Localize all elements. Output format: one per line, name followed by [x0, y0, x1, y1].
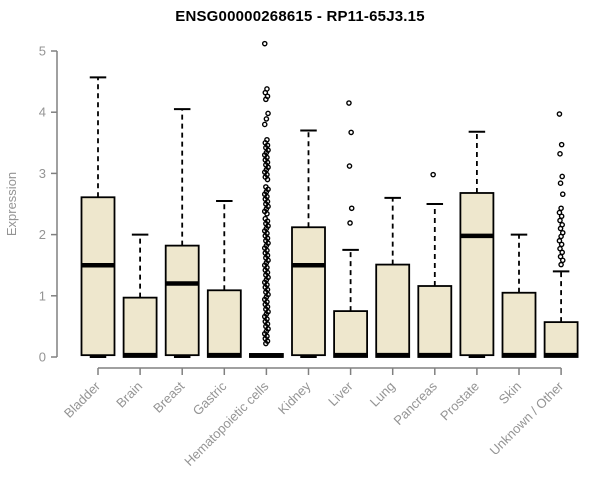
y-axis-tick-label: 2	[39, 227, 46, 242]
x-axis-category-label: Brain	[113, 379, 145, 411]
x-axis-category-label: Kidney	[275, 378, 314, 417]
outlier-point	[558, 233, 564, 240]
box-iqr	[459, 192, 495, 357]
outlier-point	[559, 173, 566, 180]
y-axis-tick-label: 3	[39, 166, 46, 181]
outlier-point	[348, 205, 355, 212]
outlier-point	[264, 176, 271, 183]
y-axis-tick-label: 0	[39, 350, 46, 365]
outlier-point	[556, 111, 563, 117]
outlier-point	[346, 100, 352, 106]
outlier-point	[347, 220, 353, 226]
x-axis-category-label: Pancreas	[390, 378, 440, 428]
box-iqr	[206, 289, 242, 358]
outlier-point	[559, 191, 566, 198]
outlier-point	[346, 163, 353, 169]
x-axis-category-label: Bladder	[61, 378, 104, 421]
box-iqr	[501, 291, 537, 358]
outlier-point	[559, 257, 566, 264]
x-axis-category-label: Skin	[496, 379, 524, 407]
x-axis-category-label: Prostate	[437, 379, 482, 424]
box-iqr	[164, 244, 200, 357]
outlier-point	[430, 171, 436, 178]
y-axis-tick-label: 1	[39, 288, 46, 303]
outlier-point	[559, 249, 566, 256]
x-axis-category-label: Breast	[150, 378, 187, 415]
outlier-point	[558, 241, 565, 248]
outlier-point	[558, 205, 564, 212]
outlier-point	[558, 261, 564, 268]
outlier-point	[557, 151, 563, 157]
box-iqr	[80, 196, 116, 357]
x-axis-category-label: Gastric	[190, 378, 230, 418]
box-iqr	[333, 310, 369, 358]
box-iqr	[375, 263, 411, 358]
x-axis-category-label: Lung	[367, 379, 398, 410]
outlier-point	[348, 129, 354, 136]
outlier-point	[558, 141, 565, 148]
outlier-point	[557, 180, 564, 186]
outlier-point	[261, 121, 268, 128]
y-axis-title: Expression	[4, 172, 19, 236]
outlier-point	[261, 40, 268, 47]
outlier-point	[557, 217, 563, 224]
outlier-point	[265, 110, 271, 117]
y-axis-tick-label: 4	[39, 105, 46, 120]
x-axis-category-label: Unknown / Other	[487, 378, 567, 458]
outlier-point	[263, 340, 269, 347]
chart-title: ENSG00000268615 - RP11-65J3.15	[175, 8, 425, 25]
y-axis-tick-label: 5	[39, 44, 46, 59]
outlier-point	[263, 116, 270, 122]
box-iqr	[291, 226, 326, 357]
outlier-point	[263, 96, 269, 103]
outlier-point	[264, 210, 270, 217]
box-iqr	[417, 285, 453, 358]
box-iqr	[543, 321, 579, 358]
outlier-point	[557, 225, 564, 232]
outlier-point	[558, 213, 565, 220]
box-iqr	[122, 296, 158, 358]
x-axis-category-label: Liver	[325, 378, 356, 409]
